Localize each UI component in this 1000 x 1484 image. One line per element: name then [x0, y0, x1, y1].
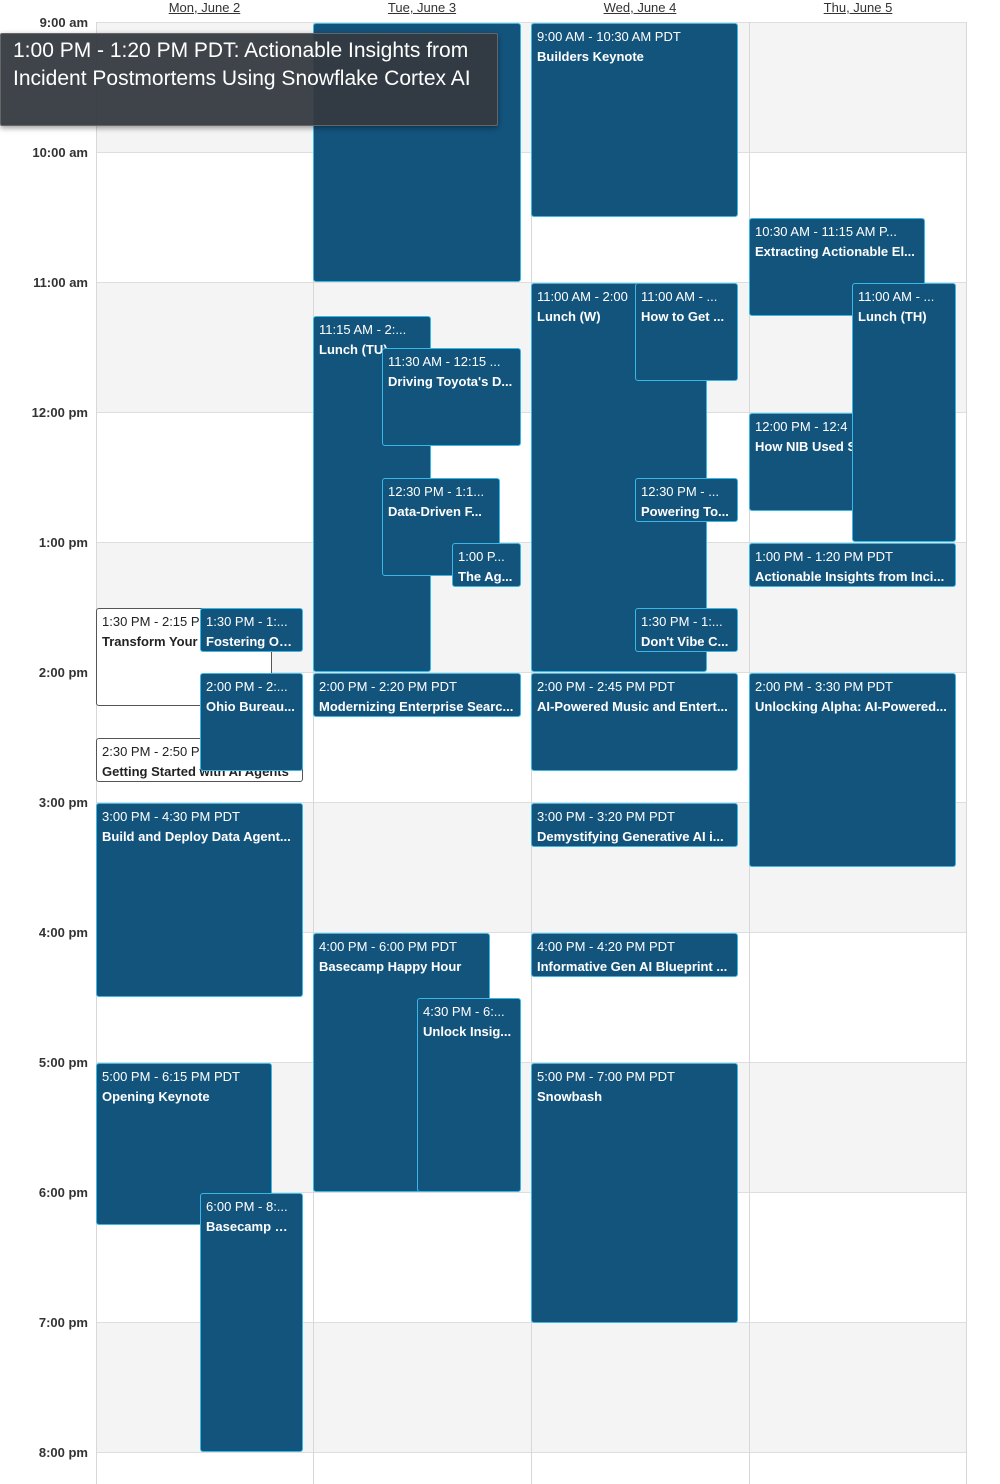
- time-label: 11:00 am: [33, 275, 88, 290]
- event-title: Fostering Op...: [206, 634, 297, 649]
- event-time: 3:00 PM - 3:20 PM PDT: [537, 809, 675, 824]
- event-title: Driving Toyota's D...: [388, 374, 513, 389]
- event-block[interactable]: 11:00 AM - ... How to Get ...: [635, 283, 738, 381]
- event-time: 11:00 AM - ...: [858, 289, 935, 304]
- event-block[interactable]: 2:00 PM - 2:... Ohio Bureau...: [200, 673, 303, 771]
- day-header-tue[interactable]: Tue, June 3: [387, 0, 457, 15]
- event-title: Opening Keynote: [102, 1089, 210, 1104]
- event-block[interactable]: 6:00 PM - 8:... Basecamp W...: [200, 1193, 303, 1452]
- time-label: 10:00 am: [32, 145, 88, 160]
- time-label: 2:00 pm: [38, 665, 88, 680]
- event-time: 1:30 PM - 1:...: [206, 614, 288, 629]
- time-label: 9:00 am: [39, 15, 88, 30]
- event-time: 5:00 PM - 7:00 PM PDT: [537, 1069, 675, 1084]
- event-block[interactable]: 4:30 PM - 6:... Unlock Insig...: [417, 998, 521, 1192]
- event-time: 11:15 AM - 2:...: [319, 322, 407, 337]
- day-header-mon[interactable]: Mon, June 2: [168, 0, 241, 15]
- event-title: Unlock Insig...: [423, 1024, 512, 1039]
- event-time: 4:00 PM - 6:00 PM PDT: [319, 939, 457, 954]
- event-time: 6:00 PM - 8:...: [206, 1199, 288, 1214]
- event-time: 1:00 P...: [458, 549, 505, 564]
- event-title: How to Get ...: [641, 309, 725, 324]
- event-block[interactable]: 12:30 PM - ... Powering To...: [635, 478, 738, 522]
- event-time: 5:00 PM - 6:15 PM PDT: [102, 1069, 240, 1084]
- time-label: 3:00 pm: [38, 795, 88, 810]
- event-time: 2:00 PM - 2:45 PM PDT: [537, 679, 675, 694]
- time-label: 8:00 pm: [38, 1445, 88, 1460]
- event-title: Data-Driven F...: [388, 504, 482, 519]
- event-title: Extracting Actionable El...: [755, 244, 915, 259]
- event-block[interactable]: 3:00 PM - 4:30 PM PDT Build and Deploy D…: [96, 803, 303, 997]
- event-title: Actionable Insights from Inci...: [755, 569, 945, 584]
- event-time: 2:00 PM - 3:30 PM PDT: [755, 679, 893, 694]
- event-title: Powering To...: [641, 504, 729, 519]
- event-block[interactable]: 2:00 PM - 2:45 PM PDT AI-Powered Music a…: [531, 673, 738, 771]
- event-title: Snowbash: [537, 1089, 603, 1104]
- day-divider: [966, 22, 967, 1484]
- event-time: 10:30 AM - 11:15 AM P...: [755, 224, 897, 239]
- time-label: 6:00 pm: [38, 1185, 88, 1200]
- event-block[interactable]: 4:00 PM - 4:20 PM PDT Informative Gen AI…: [531, 933, 738, 977]
- event-time: 3:00 PM - 4:30 PM PDT: [102, 809, 240, 824]
- time-label: 7:00 pm: [38, 1315, 88, 1330]
- event-time: 1:00 PM - 1:20 PM PDT: [755, 549, 893, 564]
- event-title: Informative Gen AI Blueprint ...: [537, 959, 728, 974]
- time-label: 12:00 pm: [31, 405, 88, 420]
- event-title: Unlocking Alpha: AI-Powered...: [755, 699, 947, 714]
- event-time: 1:30 PM - 1:...: [641, 614, 723, 629]
- event-block[interactable]: 3:00 PM - 3:20 PM PDT Demystifying Gener…: [531, 803, 738, 847]
- event-block[interactable]: 1:30 PM - 1:... Fostering Op...: [200, 608, 303, 652]
- event-tooltip: 1:00 PM - 1:20 PM PDT: Actionable Insigh…: [0, 33, 498, 126]
- event-block[interactable]: 2:00 PM - 2:20 PM PDT Modernizing Enterp…: [313, 673, 521, 717]
- event-title: Lunch (TH): [858, 309, 927, 324]
- event-title: Ohio Bureau...: [206, 699, 295, 714]
- event-block[interactable]: 2:00 PM - 3:30 PM PDT Unlocking Alpha: A…: [749, 673, 956, 867]
- event-block[interactable]: 1:00 P... The Ag...: [452, 543, 521, 587]
- event-time: 12:00 PM - 12:4: [755, 419, 848, 434]
- time-label: 5:00 pm: [38, 1055, 88, 1070]
- event-time: 4:30 PM - 6:...: [423, 1004, 505, 1019]
- event-block[interactable]: 11:30 AM - 12:15 ... Driving Toyota's D.…: [382, 348, 521, 446]
- event-title: Basecamp Happy Hour: [319, 959, 462, 974]
- event-time: 9:00 AM - 10:30 AM PDT: [537, 29, 681, 44]
- event-block[interactable]: 9:00 AM - 10:30 AM PDT Builders Keynote: [531, 23, 738, 217]
- event-time: 2:00 PM - 2:20 PM PDT: [319, 679, 457, 694]
- event-time: 2:00 PM - 2:...: [206, 679, 288, 694]
- event-time: 11:30 AM - 12:15 ...: [388, 354, 501, 369]
- time-label: 1:00 pm: [38, 535, 88, 550]
- event-title: Build and Deploy Data Agent...: [102, 829, 291, 844]
- event-title: The Ag...: [458, 569, 513, 584]
- event-time: 11:00 AM - ...: [641, 289, 718, 304]
- event-time: 4:00 PM - 4:20 PM PDT: [537, 939, 675, 954]
- event-time: 12:30 PM - ...: [641, 484, 720, 499]
- event-title: Builders Keynote: [537, 49, 644, 64]
- event-time: 12:30 PM - 1:1...: [388, 484, 485, 499]
- event-title: Don't Vibe C...: [641, 634, 729, 649]
- day-divider: [313, 22, 314, 1484]
- event-block[interactable]: 11:00 AM - ... Lunch (TH): [852, 283, 956, 542]
- day-header-wed[interactable]: Wed, June 4: [603, 0, 677, 15]
- event-title: How NIB Used S: [755, 439, 857, 454]
- event-title: Basecamp W...: [206, 1219, 297, 1234]
- time-label: 4:00 pm: [38, 925, 88, 940]
- event-title: AI-Powered Music and Entert...: [537, 699, 728, 714]
- day-header-thu[interactable]: Thu, June 5: [823, 0, 893, 15]
- event-title: Demystifying Generative AI i...: [537, 829, 724, 844]
- event-block[interactable]: 1:30 PM - 1:... Don't Vibe C...: [635, 608, 738, 652]
- event-block[interactable]: 5:00 PM - 7:00 PM PDT Snowbash: [531, 1063, 738, 1323]
- event-title: Modernizing Enterprise Searc...: [319, 699, 514, 714]
- event-block[interactable]: 1:00 PM - 1:20 PM PDT Actionable Insight…: [749, 543, 956, 587]
